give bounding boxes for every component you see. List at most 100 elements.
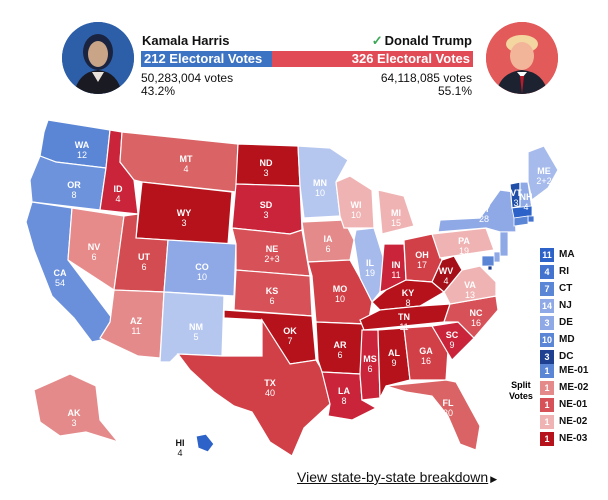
state-ev-hi: 4 xyxy=(177,448,182,458)
state-label-or: OR xyxy=(67,180,81,190)
state-ev-az: 11 xyxy=(131,326,140,336)
state-ev-id: 4 xyxy=(115,194,120,204)
trump-avatar xyxy=(486,22,558,94)
state-ms[interactable] xyxy=(359,329,381,401)
small-state-label: DE xyxy=(559,317,573,328)
state-label-vt: VT xyxy=(510,188,522,198)
state-nj[interactable] xyxy=(499,231,509,257)
state-label-va: VA xyxy=(464,280,476,290)
state-tx[interactable] xyxy=(176,317,331,457)
split-vote-label: ME-01 xyxy=(559,365,589,376)
small-state-label: CT xyxy=(559,283,573,294)
state-dc[interactable] xyxy=(487,265,493,271)
trump-electoral-votes: 326 Electoral Votes xyxy=(272,51,473,67)
state-me[interactable] xyxy=(527,145,559,202)
split-vote-ne-03: 1 NE-03 xyxy=(540,430,588,447)
state-ev-ky: 8 xyxy=(405,298,410,308)
small-state-ma: 11 MA xyxy=(540,246,575,263)
harris-electoral-votes: 212 Electoral Votes xyxy=(141,51,272,67)
state-ny[interactable] xyxy=(437,189,517,233)
state-label-ia: IA xyxy=(324,234,334,244)
state-fl[interactable] xyxy=(385,379,481,451)
state-label-fl: FL xyxy=(443,398,454,408)
state-label-az: AZ xyxy=(130,316,142,326)
state-label-nv: NV xyxy=(88,242,101,252)
state-ct[interactable] xyxy=(513,215,529,227)
state-label-ms: MS xyxy=(363,354,377,364)
state-ev-nv: 6 xyxy=(91,252,96,262)
state-ev-ut: 6 xyxy=(141,262,146,272)
state-ga[interactable] xyxy=(403,325,449,381)
state-ev-ks: 6 xyxy=(269,296,274,306)
small-state-nj: 14 NJ xyxy=(540,297,575,314)
state-wv[interactable] xyxy=(431,255,463,293)
harris-popular-votes: 50,283,004 votes xyxy=(141,71,234,85)
state-ev-al: 9 xyxy=(391,358,396,368)
state-de[interactable] xyxy=(493,251,501,263)
winner-check-icon: ✓ xyxy=(371,33,383,48)
trump-popular: 64,118,085 votes 55.1% xyxy=(381,72,472,98)
split-vote-label: NE-01 xyxy=(559,399,588,410)
state-breakdown-link-text[interactable]: View state-by-state breakdown xyxy=(297,469,489,485)
state-label-ky: KY xyxy=(402,288,415,298)
state-ev-ak: 3 xyxy=(71,418,76,428)
split-vote-me-01: 1 ME-01 xyxy=(540,362,588,379)
small-state-de: 3 DE xyxy=(540,314,575,331)
state-il[interactable] xyxy=(353,227,385,304)
trump-name: ✓ Donald Trump xyxy=(372,33,472,49)
small-state-ev-box: 11 xyxy=(540,247,554,262)
state-breakdown-link[interactable]: View state-by-state breakdown ▶ xyxy=(297,469,497,485)
state-mo[interactable] xyxy=(307,259,373,325)
us-electoral-map: WA12OR8CA54NV6ID4MT4WY3UT6AZ11CO10NM5ND3… xyxy=(25,119,559,458)
state-label-wa: WA xyxy=(75,140,90,150)
small-state-ev-box: 14 xyxy=(540,298,554,313)
split-vote-ev-box: 1 xyxy=(540,431,554,446)
state-ak[interactable] xyxy=(33,373,120,444)
small-state-ev-box: 4 xyxy=(540,264,554,279)
state-ev-ca: 54 xyxy=(55,278,65,288)
state-ev-sc: 9 xyxy=(449,340,454,350)
electoral-vote-bar: 212 Electoral Votes 326 Electoral Votes xyxy=(141,51,473,67)
harris-popular: 50,283,004 votes 43.2% xyxy=(141,72,233,98)
state-ev-pa: 19 xyxy=(459,246,469,256)
state-label-mn: MN xyxy=(313,178,327,188)
state-label-tx: TX xyxy=(264,378,276,388)
small-state-ev-box: 3 xyxy=(540,315,554,330)
state-md[interactable] xyxy=(481,255,495,267)
small-state-label: MA xyxy=(559,249,575,260)
state-ri[interactable] xyxy=(527,215,535,223)
split-vote-label: NE-03 xyxy=(559,433,588,444)
state-label-id: ID xyxy=(114,184,124,194)
results-header: Kamala Harris ✓ Donald Trump 212 Electora… xyxy=(0,0,608,110)
state-ev-wv: 4 xyxy=(443,276,448,286)
state-label-ca: CA xyxy=(54,268,67,278)
state-ev-ms: 6 xyxy=(367,364,372,374)
state-ev-ia: 6 xyxy=(325,244,330,254)
state-label-me: ME xyxy=(537,166,551,176)
trump-name-text: Donald Trump xyxy=(384,33,472,48)
split-vote-ev-box: 1 xyxy=(540,414,554,429)
state-ev-me: 2+2 xyxy=(536,176,551,186)
small-state-md: 10 MD xyxy=(540,331,575,348)
state-label-nh: NH xyxy=(520,192,533,202)
state-ev-tn: 11 xyxy=(399,322,408,332)
split-vote-ne-01: 1 NE-01 xyxy=(540,396,588,413)
state-label-ut: UT xyxy=(138,252,150,262)
state-label-co: CO xyxy=(195,262,209,272)
split-vote-ev-box: 1 xyxy=(540,363,554,378)
state-label-oh: OH xyxy=(415,250,429,260)
state-ev-mt: 4 xyxy=(183,164,188,174)
harris-avatar xyxy=(62,22,134,94)
state-hi[interactable] xyxy=(195,433,215,453)
state-ev-nd: 3 xyxy=(263,168,268,178)
state-ia[interactable] xyxy=(301,219,355,263)
state-co[interactable] xyxy=(163,239,237,297)
state-label-wv: WV xyxy=(439,266,454,276)
state-ev-fl: 30 xyxy=(443,408,453,418)
split-label-line1: Split xyxy=(511,380,531,390)
split-votes-label: Split Votes xyxy=(509,380,533,402)
small-state-label: NJ xyxy=(559,300,572,311)
state-mi[interactable] xyxy=(377,189,415,235)
state-al[interactable] xyxy=(377,327,411,399)
state-ev-il: 19 xyxy=(365,268,375,278)
